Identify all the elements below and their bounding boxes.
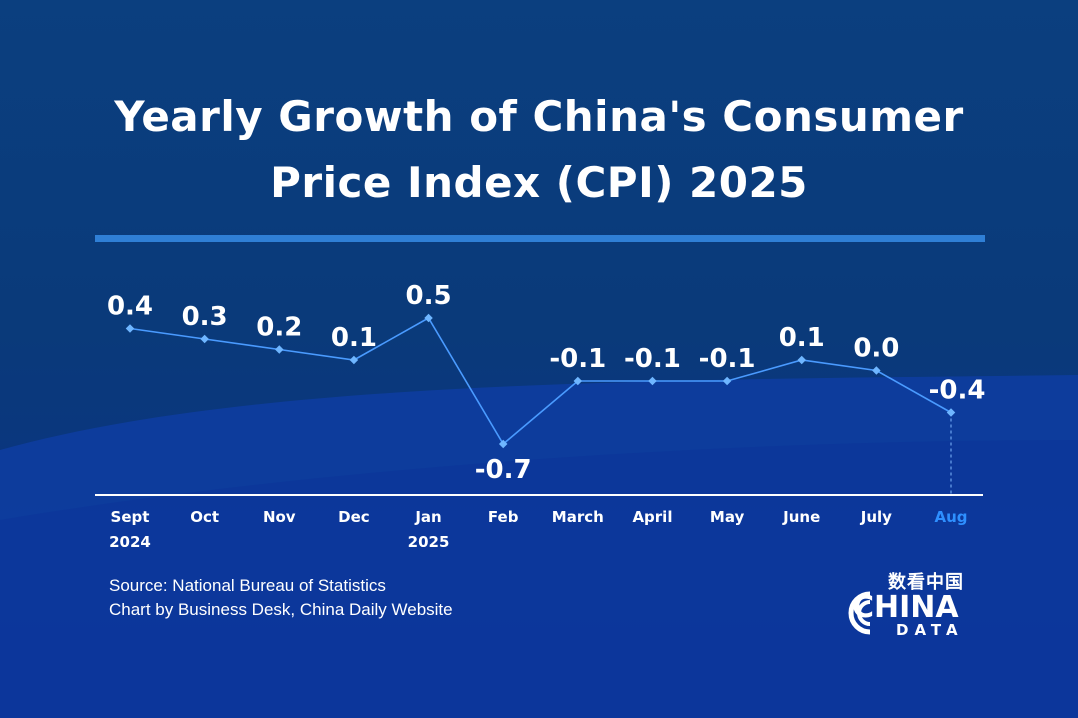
- data-label: 0.4: [107, 292, 153, 322]
- x-tick-label: Oct: [190, 508, 219, 526]
- data-label: -0.7: [475, 455, 532, 485]
- x-tick-label: Dec: [338, 508, 370, 526]
- series-line: [129, 316, 952, 446]
- logo-subtitle: DATA: [896, 621, 964, 639]
- title-divider: [95, 235, 985, 242]
- data-label: 0.3: [182, 302, 228, 332]
- data-point: [722, 376, 732, 386]
- x-tick-label: June: [782, 508, 820, 526]
- x-tick-label: Feb: [488, 508, 519, 526]
- data-point: [872, 366, 881, 375]
- logo-arc-icon: [848, 591, 871, 635]
- data-point: [946, 408, 956, 417]
- x-tick-label: May: [710, 508, 745, 526]
- data-label: 0.2: [256, 313, 302, 343]
- x-tick-label: Aug: [934, 508, 967, 526]
- x-tick-label: Sept: [111, 508, 150, 526]
- credit-note: Chart by Business Desk, China Daily Webs…: [109, 600, 453, 619]
- data-point: [648, 376, 657, 386]
- data-point: [573, 376, 583, 386]
- x-tick-label: 2024: [109, 533, 151, 551]
- x-tick-label: April: [632, 508, 672, 526]
- data-point: [797, 355, 806, 365]
- data-label: 0.5: [406, 281, 452, 311]
- chart-title-line2: Price Index (CPI) 2025: [270, 158, 808, 207]
- data-point: [125, 324, 135, 333]
- x-tick-label: March: [552, 508, 604, 526]
- china-data-logo: 数看中国 CHINA DATA: [840, 568, 980, 643]
- logo-chinese-text: 数看中国: [888, 572, 964, 593]
- chart-title-line1: Yearly Growth of China's Consumer: [114, 92, 964, 141]
- data-point: [275, 345, 284, 354]
- source-note: Source: National Bureau of Statistics: [109, 576, 386, 595]
- data-label: 0.1: [331, 323, 377, 353]
- x-tick-label: Jan: [414, 508, 441, 526]
- data-point: [349, 355, 359, 365]
- data-label: -0.1: [699, 344, 756, 374]
- x-tick-label: 2025: [408, 533, 450, 551]
- data-point: [498, 439, 508, 449]
- data-label: -0.4: [929, 376, 986, 406]
- logo-name: CHINA: [852, 590, 959, 625]
- data-label: -0.1: [549, 344, 606, 374]
- data-point: [200, 334, 209, 344]
- data-label: 0.0: [853, 334, 899, 364]
- data-point: [424, 313, 433, 323]
- data-label: -0.1: [624, 344, 681, 374]
- data-label: 0.1: [779, 323, 825, 353]
- x-tick-label: July: [860, 508, 892, 526]
- x-tick-label: Nov: [263, 508, 296, 526]
